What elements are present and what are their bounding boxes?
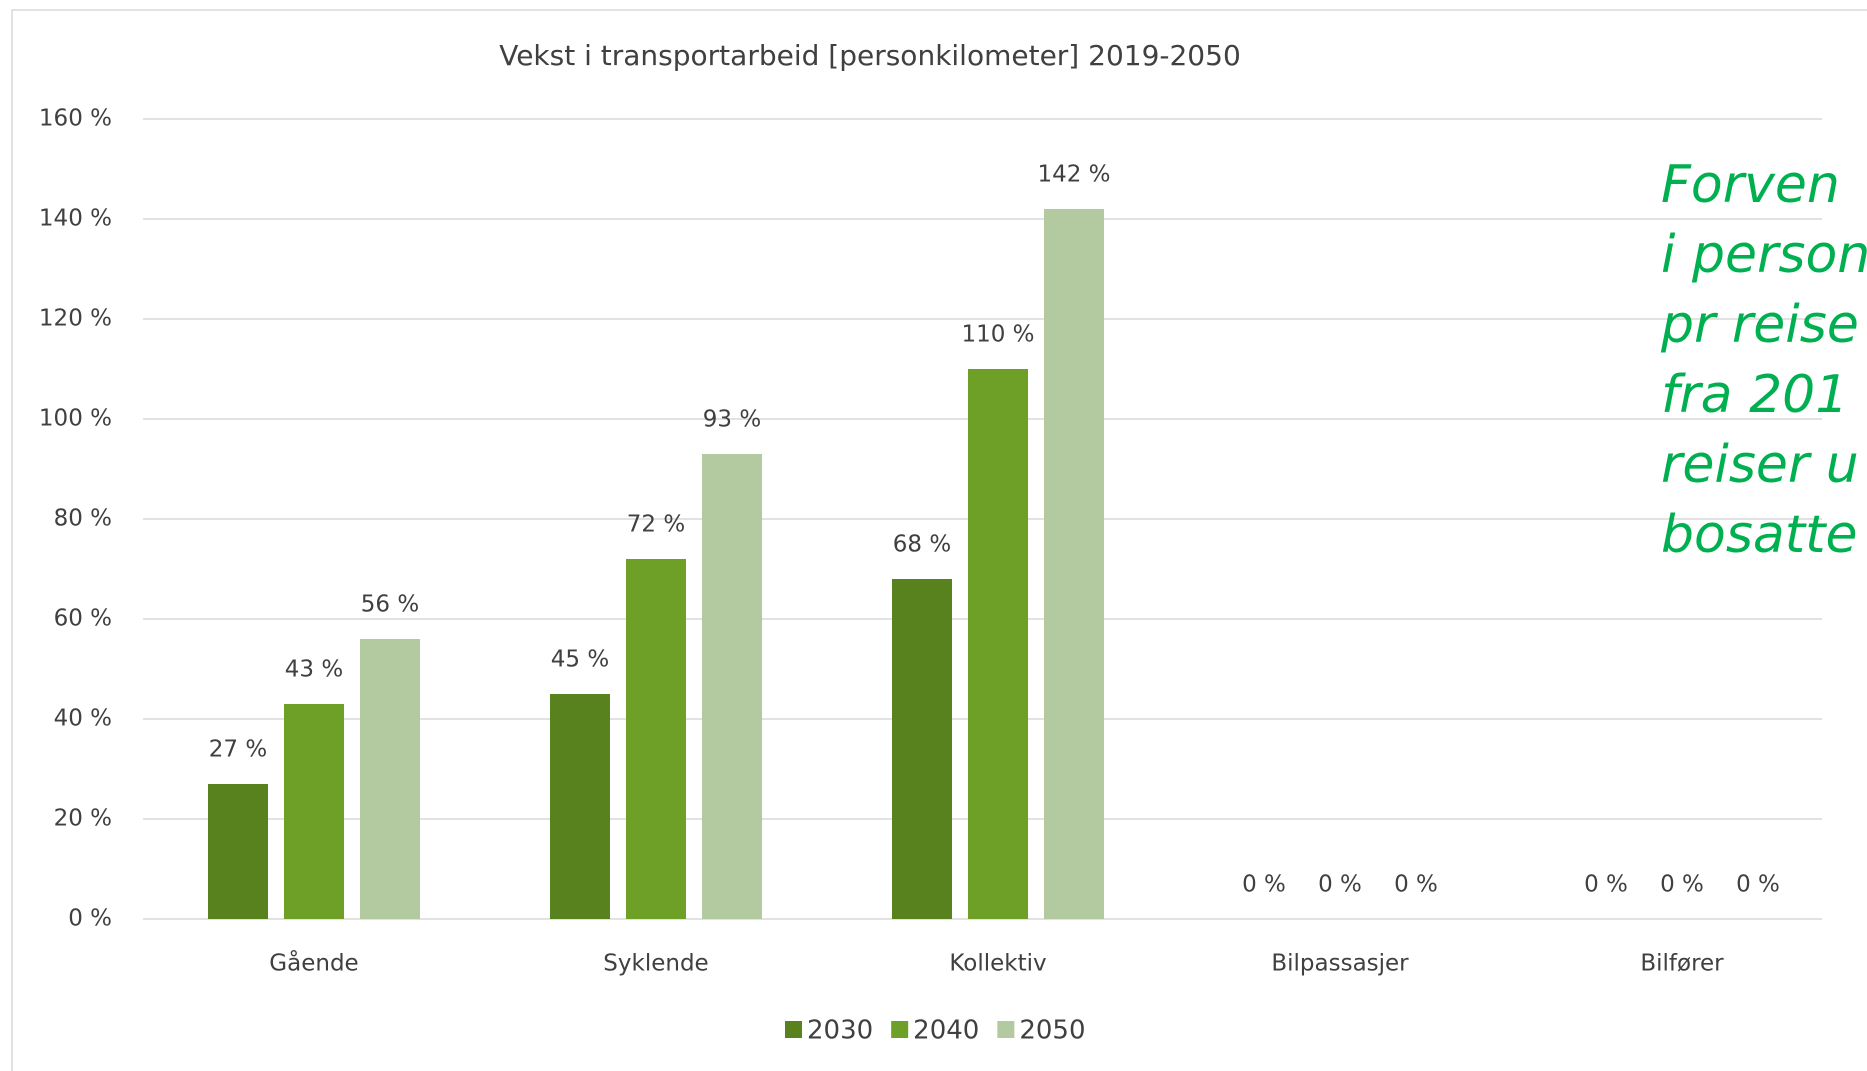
y-tick-label: 80 % xyxy=(54,506,112,532)
bar xyxy=(892,579,952,919)
x-tick-label: Syklende xyxy=(603,951,708,977)
data-label: 45 % xyxy=(551,647,609,673)
y-tick-label: 40 % xyxy=(54,706,112,732)
bar xyxy=(626,559,686,919)
legend-swatch xyxy=(997,1021,1015,1038)
x-tick-label: Gående xyxy=(269,949,358,977)
annotation-line: i person xyxy=(1661,225,1867,285)
y-tick-label: 120 % xyxy=(39,306,112,332)
bar xyxy=(1044,209,1104,919)
data-label: 0 % xyxy=(1394,872,1438,898)
data-label: 68 % xyxy=(893,532,951,558)
bar xyxy=(968,369,1028,919)
chart-frame xyxy=(11,9,1867,1071)
y-tick-label: 160 % xyxy=(39,106,112,132)
annotation-line: fra 201 xyxy=(1661,365,1848,425)
legend-swatch xyxy=(785,1021,802,1038)
x-tick-label: Bilfører xyxy=(1640,951,1724,977)
data-label: 93 % xyxy=(703,407,761,433)
y-tick-label: 0 % xyxy=(68,906,112,932)
annotation-line: pr reise xyxy=(1660,295,1859,355)
legend-label: 2040 xyxy=(913,1016,979,1046)
bar xyxy=(702,454,762,919)
data-label: 72 % xyxy=(627,512,685,538)
annotation-line: reiser u xyxy=(1661,435,1859,495)
y-tick-label: 20 % xyxy=(54,806,112,832)
data-label: 0 % xyxy=(1318,872,1362,898)
chart-title: Vekst i transportarbeid [personkilometer… xyxy=(499,39,1241,72)
data-label: 56 % xyxy=(361,592,419,618)
data-label: 27 % xyxy=(209,737,267,763)
data-label: 0 % xyxy=(1660,872,1704,898)
data-label: 43 % xyxy=(285,657,343,683)
y-tick-label: 60 % xyxy=(54,606,112,632)
annotation-line: bosatte xyxy=(1661,505,1858,565)
legend-label: 2030 xyxy=(807,1016,873,1046)
bar xyxy=(208,784,268,919)
data-label: 0 % xyxy=(1584,872,1628,898)
x-tick-label: Bilpassasjer xyxy=(1271,951,1409,977)
x-tick-label: Kollektiv xyxy=(949,951,1046,977)
y-tick-label: 100 % xyxy=(39,406,112,432)
data-label: 0 % xyxy=(1736,872,1780,898)
bar xyxy=(550,694,610,919)
bar xyxy=(284,704,344,919)
data-label: 0 % xyxy=(1242,872,1286,898)
data-label: 110 % xyxy=(961,322,1034,348)
legend-label: 2050 xyxy=(1019,1016,1085,1046)
legend-swatch xyxy=(891,1021,909,1038)
data-label: 142 % xyxy=(1037,162,1110,188)
y-tick-label: 140 % xyxy=(39,206,112,232)
annotation-line: Forven xyxy=(1661,155,1840,215)
bar xyxy=(360,639,420,919)
